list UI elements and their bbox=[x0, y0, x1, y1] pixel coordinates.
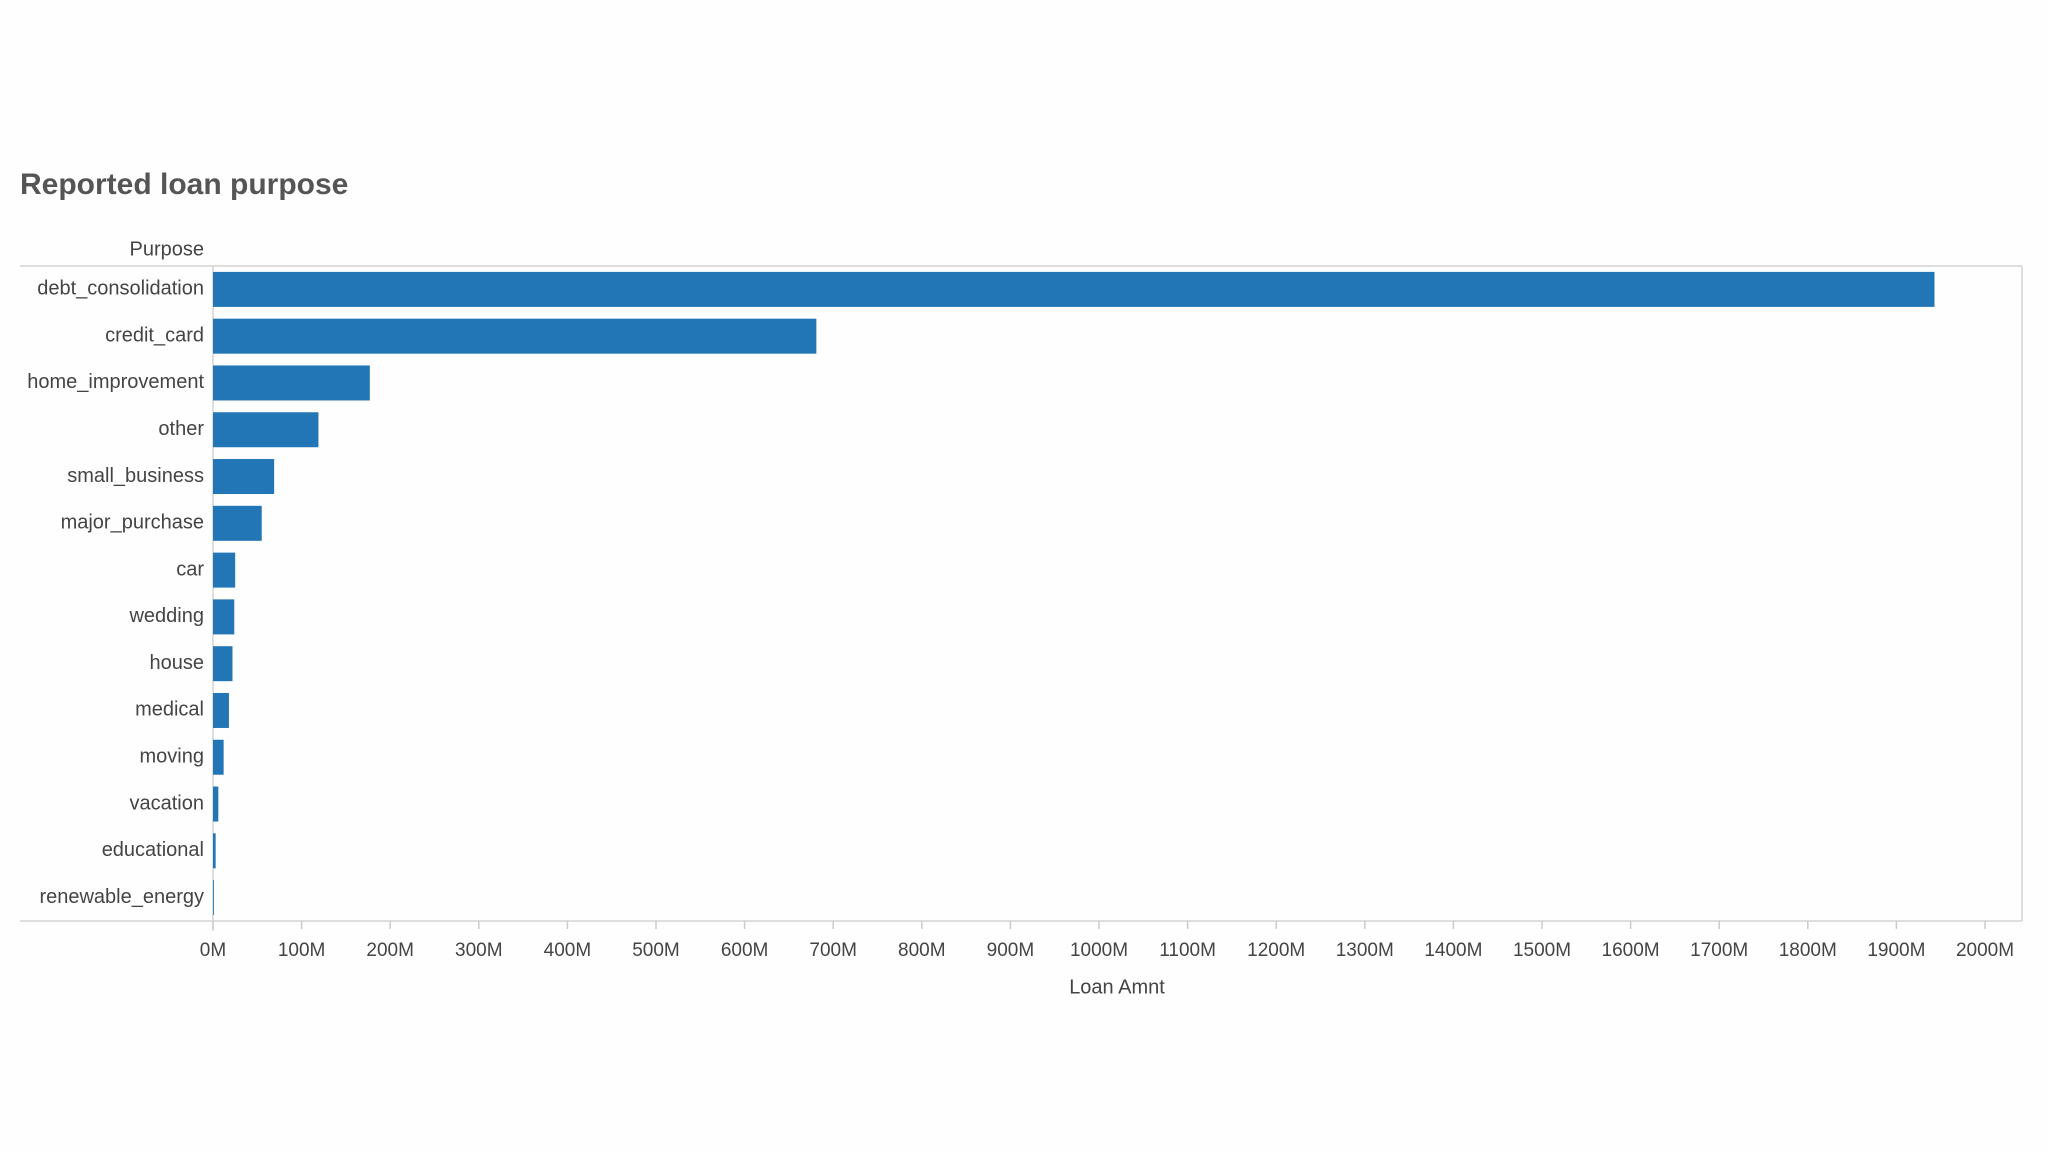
x-tick-label: 1700M bbox=[1690, 940, 1748, 961]
y-tick-label: renewable_energy bbox=[39, 886, 204, 908]
bar bbox=[213, 552, 236, 588]
y-tick-label: moving bbox=[140, 746, 204, 768]
bar bbox=[213, 833, 216, 869]
bar bbox=[213, 786, 219, 822]
x-axis-title: Loan Amnt bbox=[1069, 976, 1165, 998]
bar bbox=[213, 505, 262, 541]
x-tick-label: 1100M bbox=[1159, 940, 1216, 961]
x-tick-label: 1000M bbox=[1070, 940, 1128, 961]
x-tick-label: 2000M bbox=[1956, 940, 2014, 961]
bar bbox=[213, 412, 319, 448]
x-tick-label: 1300M bbox=[1336, 940, 1394, 961]
y-tick-label: credit_card bbox=[105, 324, 204, 346]
chart-title: Reported loan purpose bbox=[20, 168, 348, 201]
y-tick-label: wedding bbox=[128, 605, 204, 627]
bar bbox=[213, 692, 229, 728]
y-tick-label: house bbox=[150, 652, 205, 674]
x-tick-label: 400M bbox=[544, 940, 592, 961]
y-tick-label: car bbox=[176, 558, 204, 580]
bar bbox=[213, 599, 235, 635]
x-tick-label: 500M bbox=[632, 940, 680, 961]
y-axis-title: Purpose bbox=[130, 238, 205, 260]
x-tick-label: 300M bbox=[455, 940, 503, 961]
y-tick-label: major_purchase bbox=[61, 512, 204, 534]
bar bbox=[213, 365, 370, 401]
x-tick-label: 1500M bbox=[1513, 940, 1571, 961]
y-tick-label: debt_consolidation bbox=[37, 278, 204, 300]
x-tick-label: 1800M bbox=[1779, 940, 1837, 961]
x-tick-label: 100M bbox=[278, 940, 326, 961]
y-tick-label: other bbox=[158, 418, 204, 440]
y-tick-label: vacation bbox=[130, 792, 205, 814]
x-tick-label: 200M bbox=[366, 940, 414, 961]
x-tick-label: 700M bbox=[809, 940, 857, 961]
bar bbox=[213, 318, 817, 354]
bar bbox=[213, 739, 224, 775]
x-tick-label: 1200M bbox=[1247, 940, 1305, 961]
y-tick-label: medical bbox=[135, 699, 204, 721]
x-tick-label: 900M bbox=[987, 940, 1035, 961]
x-tick-label: 1900M bbox=[1867, 940, 1925, 961]
bar bbox=[213, 271, 1935, 307]
y-tick-label: educational bbox=[102, 839, 204, 861]
x-tick-label: 600M bbox=[721, 940, 769, 961]
x-tick-label: 800M bbox=[898, 940, 946, 961]
x-tick-label: 0M bbox=[200, 940, 226, 961]
bar bbox=[213, 880, 214, 916]
y-tick-label: home_improvement bbox=[27, 371, 204, 393]
x-tick-label: 1400M bbox=[1424, 940, 1482, 961]
bar bbox=[213, 646, 233, 682]
x-tick-label: 1600M bbox=[1602, 940, 1660, 961]
y-tick-label: small_business bbox=[67, 465, 204, 487]
bar bbox=[213, 459, 275, 495]
